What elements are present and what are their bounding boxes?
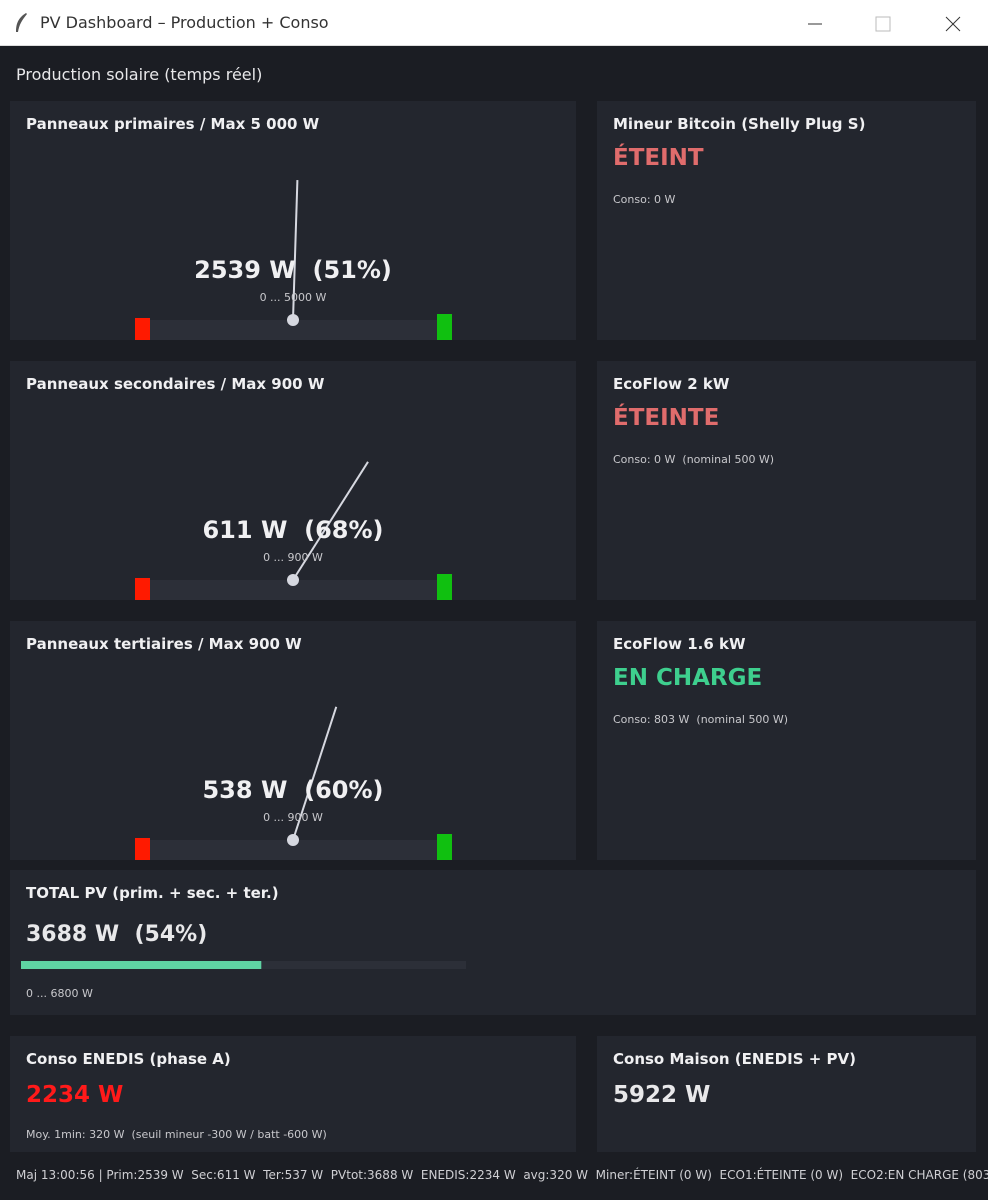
device-detail: Conso: 0 W (nominal 500 W) [613, 453, 775, 466]
maison-card: Conso Maison (ENEDIS + PV) 5922 W [597, 1036, 976, 1152]
total-fill [21, 961, 262, 969]
gauge-track [150, 840, 437, 860]
gauge-max-marker [437, 574, 452, 600]
gauge-min-marker [135, 318, 150, 340]
gauge: 611 W (68%) 0 ... 900 W [135, 461, 452, 600]
enedis-reading: 2234 W [26, 1082, 124, 1108]
device-card: Mineur Bitcoin (Shelly Plug S) ÉTEINT Cons… [597, 101, 976, 340]
gauge-track [150, 580, 437, 600]
gauge-title: Panneaux primaires / Max 5 000 W [26, 115, 320, 133]
window-title: PV Dashboard – Production + Conso [40, 13, 329, 32]
gauge: 538 W (60%) 0 ... 900 W [135, 706, 452, 860]
total-title: TOTAL PV (prim. + sec. + ter.) [26, 884, 279, 902]
device-detail: Conso: 803 W (nominal 500 W) [613, 713, 789, 726]
total-range: 0 ... 6800 W [26, 987, 93, 1000]
device-state: ÉTEINT [613, 145, 704, 171]
gauge-reading: 2539 W (51%) [194, 256, 392, 284]
gauge-range: 0 ... 900 W [263, 551, 323, 564]
device-card: EcoFlow 2 kW ÉTEINTE Conso: 0 W (nominal 5… [597, 361, 976, 600]
gauge-max-marker [437, 834, 452, 860]
total-card: TOTAL PV (prim. + sec. + ter.) 3688 W (54… [10, 870, 976, 1015]
gauge-reading: 538 W (60%) [202, 776, 383, 804]
device-state: EN CHARGE [613, 665, 763, 691]
gauge-needle [292, 461, 369, 581]
gauge-hub [287, 314, 299, 326]
window-controls[interactable] [800, 14, 980, 34]
gauge-min-marker [135, 838, 150, 860]
enedis-card: Conso ENEDIS (phase A) 2234 W Moy. 1min: 3… [10, 1036, 576, 1152]
title-bar: PV Dashboard – Production + Conso [0, 0, 988, 46]
enedis-detail: Moy. 1min: 320 W (seuil mineur -300 W / … [26, 1128, 327, 1141]
enedis-title: Conso ENEDIS (phase A) [26, 1050, 231, 1068]
maison-title: Conso Maison (ENEDIS + PV) [613, 1050, 856, 1068]
gauge-min-marker [135, 578, 150, 600]
gauge-hub [287, 574, 299, 586]
gauge-max-marker [437, 314, 452, 340]
gauge-card: Panneaux secondaires / Max 900 W 611 W (6… [10, 361, 576, 600]
total-reading: 3688 W (54%) [26, 922, 208, 947]
gauge-needle [292, 706, 338, 841]
gauge-range: 0 ... 900 W [263, 811, 323, 824]
device-state: ÉTEINTE [613, 405, 720, 431]
total-bar [21, 961, 466, 969]
gauge-title: Panneaux secondaires / Max 900 W [26, 375, 325, 393]
gauge-hub [287, 834, 299, 846]
device-title: EcoFlow 1.6 kW [613, 635, 746, 653]
device-title: EcoFlow 2 kW [613, 375, 730, 393]
device-card: EcoFlow 1.6 kW EN CHARGE Conso: 803 W (nom… [597, 621, 976, 860]
gauge-range: 0 ... 5000 W [260, 291, 327, 304]
gauge-card: Panneaux primaires / Max 5 000 W 2539 W (… [10, 101, 576, 340]
status-bar: Maj 13:00:56 | Prim:2539 W Sec:611 W Ter… [16, 1168, 988, 1182]
device-detail: Conso: 0 W [613, 193, 676, 206]
app-icon [16, 13, 27, 32]
maison-reading: 5922 W [613, 1082, 711, 1108]
gauge-title: Panneaux tertiaires / Max 900 W [26, 635, 302, 653]
gauge-track [150, 320, 437, 340]
header: Production solaire (temps réel) [16, 65, 263, 84]
gauge-reading: 611 W (68%) [202, 516, 383, 544]
gauge: 2539 W (51%) 0 ... 5000 W [135, 180, 452, 340]
gauge-needle [292, 180, 299, 321]
device-title: Mineur Bitcoin (Shelly Plug S) [613, 115, 866, 133]
gauge-card: Panneaux tertiaires / Max 900 W 538 W (60… [10, 621, 576, 860]
